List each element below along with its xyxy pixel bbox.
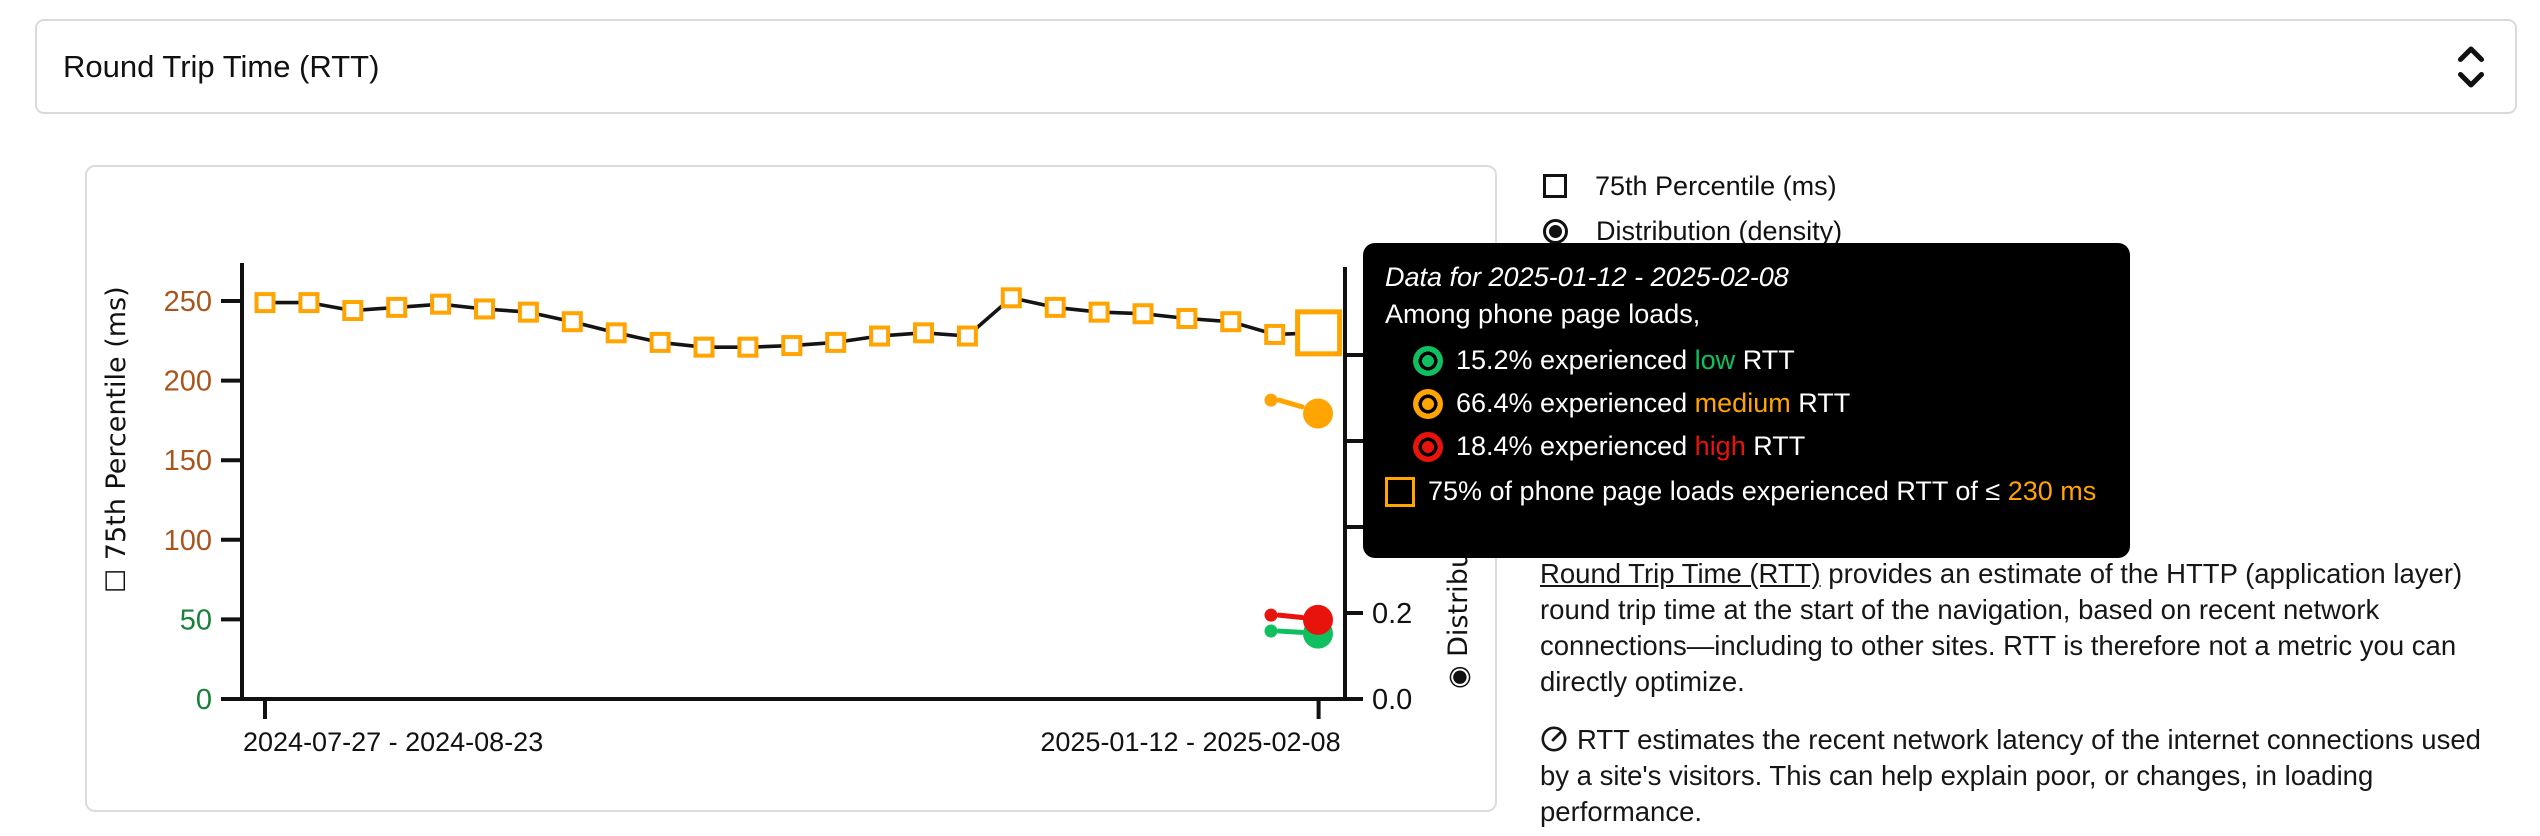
point-marker[interactable] xyxy=(342,300,364,322)
medium-density-curr-dot[interactable] xyxy=(1303,398,1333,429)
rtt-explainer-paragraph: RTT estimates the recent network latency… xyxy=(1540,724,2481,827)
point-marker[interactable] xyxy=(781,335,803,357)
point-marker[interactable] xyxy=(737,336,759,358)
distribution-radio[interactable] xyxy=(1543,218,1568,244)
y-tick-label: 100 xyxy=(164,525,212,557)
point-marker[interactable] xyxy=(913,322,934,344)
tooltip-row-threshold: 75% of phone page loads experienced RTT … xyxy=(1385,476,2106,507)
metric-select[interactable]: Round Trip Time (RTT) xyxy=(35,19,2517,114)
percentile-label: 75th Percentile (ms) xyxy=(1595,170,1837,201)
gauge-icon xyxy=(1541,726,1567,752)
point-marker[interactable] xyxy=(517,301,539,323)
x-tick-label: 2024-07-27 - 2024-08-23 xyxy=(243,727,543,757)
x-tick-label: 2025-01-12 - 2025-02-08 xyxy=(1040,727,1340,757)
point-marker[interactable] xyxy=(649,331,671,353)
percentile-checkbox[interactable] xyxy=(1543,174,1567,198)
y-tick-label: 250 xyxy=(164,286,212,318)
point-marker[interactable] xyxy=(386,296,408,318)
point-marker[interactable] xyxy=(956,325,978,347)
tooltip-row-low: 15.2% experienced low RTT xyxy=(1413,345,2106,376)
tooltip-row-medium: 66.4% experienced medium RTT xyxy=(1413,388,2106,419)
y-tick-label: 200 xyxy=(164,366,212,398)
tooltip-row-high: 18.4% experienced high RTT xyxy=(1413,431,2106,462)
rtt-docs-link[interactable]: Round Trip Time (RTT) xyxy=(1540,558,1821,589)
percentile-square-icon xyxy=(1385,476,1415,507)
unfold-more-icon xyxy=(2457,45,2485,88)
distribution-label: Distribution (density) xyxy=(1596,215,1843,246)
point-marker[interactable] xyxy=(1220,311,1242,333)
point-marker[interactable] xyxy=(561,311,583,333)
tooltip-title: Data for 2025-01-12 - 2025-02-08 xyxy=(1385,262,1789,292)
tooltip-row-low-text: 15.2% experienced low RTT xyxy=(1456,345,1795,375)
y-tick-label: 50 xyxy=(180,604,212,636)
y2-tick-label: 0.2 xyxy=(1372,598,1412,630)
medium-rtt-dot-icon xyxy=(1413,388,1443,419)
point-marker[interactable] xyxy=(825,331,847,353)
point-marker[interactable] xyxy=(1088,301,1110,323)
tooltip-row-threshold-text: 75% of phone page loads experienced RTT … xyxy=(1428,476,2097,506)
point-marker[interactable] xyxy=(474,298,495,320)
y-tick-label: 150 xyxy=(164,445,212,477)
point-marker[interactable] xyxy=(693,336,715,358)
high-rtt-dot-icon xyxy=(1413,431,1443,462)
high-density-connector xyxy=(1276,612,1305,621)
y-tick-label: 0 xyxy=(196,684,212,716)
point-marker[interactable] xyxy=(430,293,452,315)
point-marker[interactable] xyxy=(1000,287,1022,309)
point-marker[interactable] xyxy=(1176,308,1198,330)
metric-description: Round Trip Time (RTT) provides an estima… xyxy=(1540,556,2515,830)
point-marker[interactable] xyxy=(869,325,891,347)
point-marker[interactable] xyxy=(605,322,627,344)
point-marker[interactable] xyxy=(1132,303,1154,325)
point-marker[interactable] xyxy=(254,292,276,314)
rtt-definition-paragraph: Round Trip Time (RTT) provides an estima… xyxy=(1540,558,2463,697)
medium-density-prev-dot[interactable] xyxy=(1264,393,1278,407)
rtt-timeseries-chart[interactable]: 0 50 100 150 200 250 2024-07-27 - 2024-08-23 20… xyxy=(85,165,1497,812)
chart-tooltip: Data for 2025-01-12 - 2025-02-08 Among p… xyxy=(1363,243,2130,558)
point-marker[interactable] xyxy=(1044,296,1066,318)
low-rtt-dot-icon xyxy=(1413,345,1443,376)
high-density-prev-dot[interactable] xyxy=(1264,608,1278,622)
point-marker[interactable] xyxy=(298,292,320,314)
metric-select-value: Round Trip Time (RTT) xyxy=(63,48,380,84)
chart-legend: 75th Percentile (ms) Distribution (densi… xyxy=(1543,168,1842,249)
low-density-prev-dot[interactable] xyxy=(1264,624,1278,638)
point-marker[interactable] xyxy=(1264,323,1286,345)
y-axis-title: ☐ 75th Percentile (ms) xyxy=(101,286,132,593)
high-density-curr-dot[interactable] xyxy=(1303,604,1333,635)
tooltip-subtitle: Among phone page loads, xyxy=(1385,299,1701,329)
rtt-chart-card: 0 50 100 150 200 250 2024-07-27 - 2024-08-23 20… xyxy=(85,165,1497,812)
selected-point-marker[interactable] xyxy=(1295,309,1343,357)
legend-item-distribution[interactable]: Distribution (density) xyxy=(1543,213,1842,249)
tooltip-row-high-text: 18.4% experienced high RTT xyxy=(1456,431,1806,461)
medium-density-connector xyxy=(1276,397,1305,410)
low-density-connector xyxy=(1276,628,1305,635)
y2-tick-label: 0.0 xyxy=(1372,684,1412,716)
tooltip-row-medium-text: 66.4% experienced medium RTT xyxy=(1456,388,1851,418)
legend-item-percentile[interactable]: 75th Percentile (ms) xyxy=(1543,168,1842,204)
